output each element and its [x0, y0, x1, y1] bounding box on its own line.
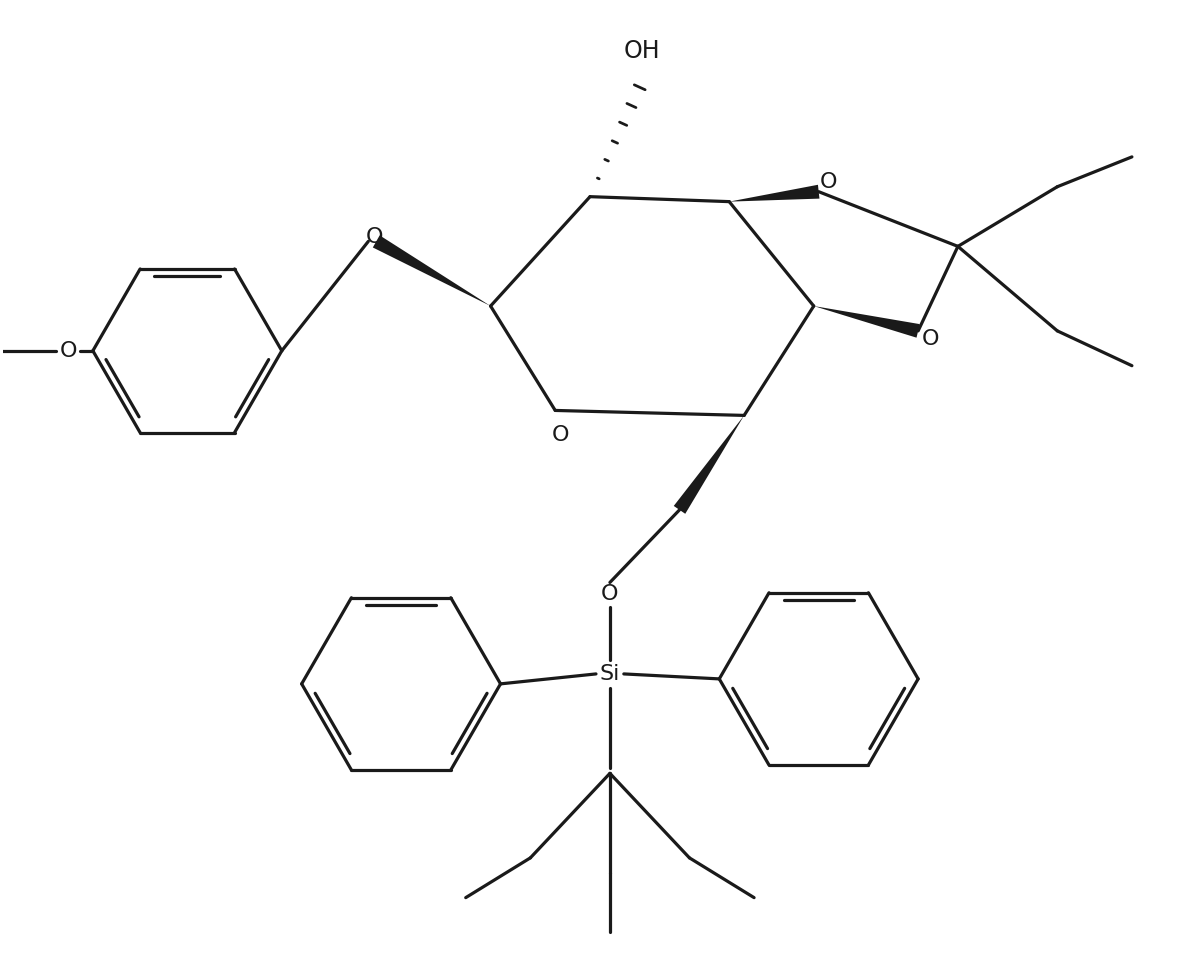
Text: O: O [59, 341, 77, 361]
Polygon shape [729, 185, 820, 201]
Text: Si: Si [600, 664, 620, 684]
Text: O: O [365, 228, 383, 247]
Text: OH: OH [624, 40, 661, 63]
Polygon shape [814, 306, 920, 338]
Text: O: O [551, 425, 569, 446]
Polygon shape [674, 415, 744, 514]
Text: O: O [601, 585, 619, 604]
Text: O: O [820, 172, 837, 192]
Text: O: O [922, 329, 939, 349]
Polygon shape [372, 235, 491, 306]
